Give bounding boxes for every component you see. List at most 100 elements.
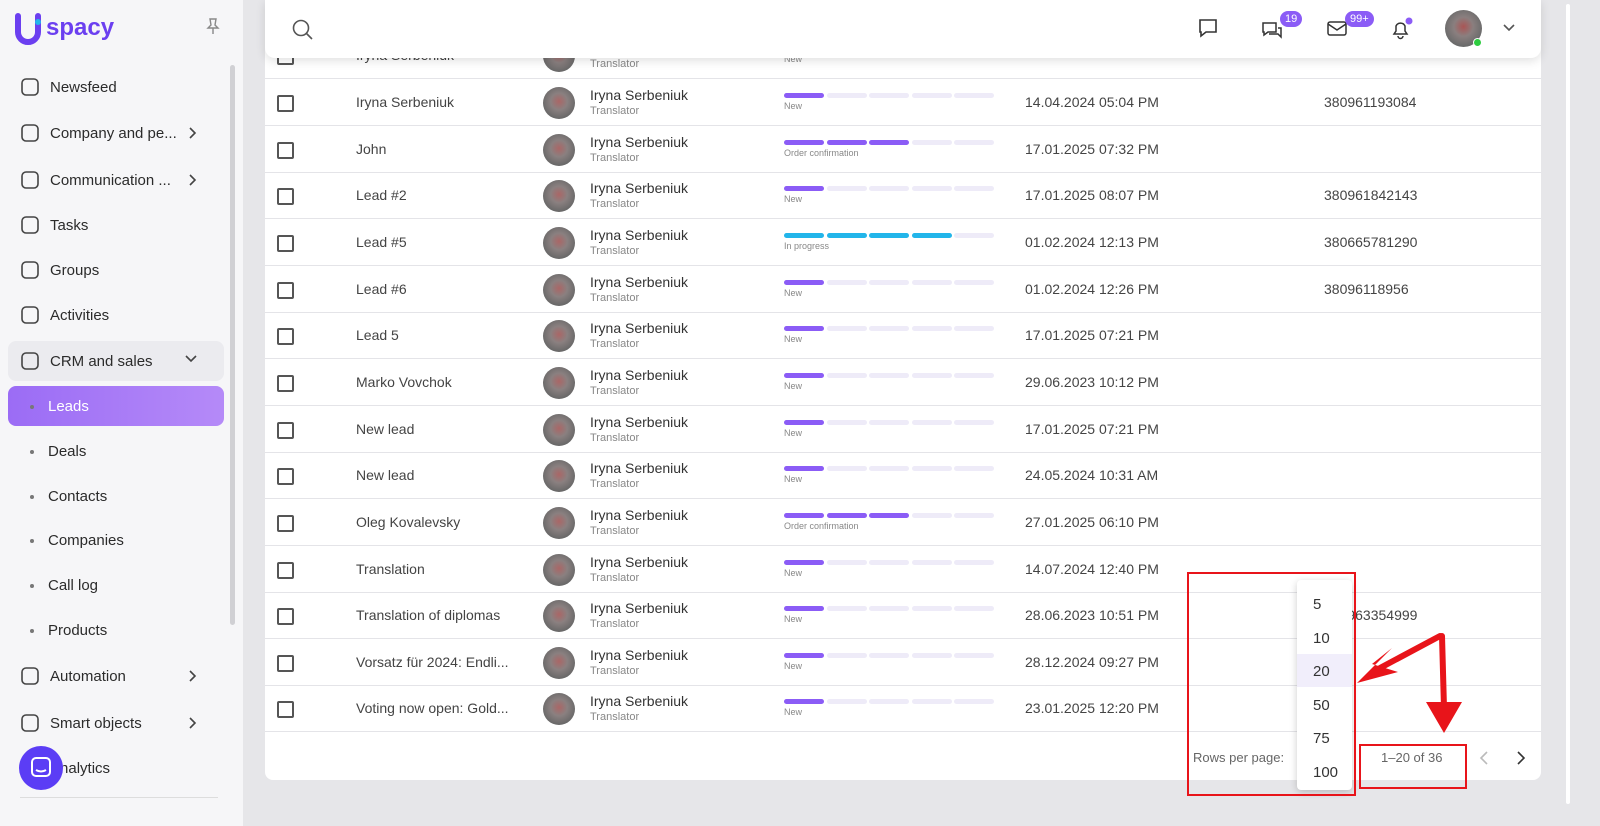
table-row[interactable]: Oleg Kovalevsky Iryna Serbeniuk Translator…	[265, 499, 1541, 546]
stage-segment	[954, 93, 994, 98]
page-scrollbar[interactable]	[1566, 4, 1570, 804]
table-row[interactable]: Lead #5 Iryna Serbeniuk Translator In progr…	[265, 219, 1541, 266]
stage-segment	[954, 652, 994, 658]
next-page[interactable]	[1515, 750, 1527, 766]
stage-segment	[826, 699, 867, 705]
row-checkbox[interactable]	[277, 561, 294, 579]
nav-item[interactable]: Activities	[8, 295, 224, 335]
stage-segment	[869, 139, 909, 145]
table-row[interactable]: Lead 5 Iryna Serbeniuk Translator New 17.01.…	[265, 312, 1541, 360]
table-row[interactable]: John Iryna Serbeniuk Translator Order confi…	[265, 126, 1541, 173]
lead-name: Lead #6	[356, 280, 407, 297]
messages-icon[interactable]	[1261, 19, 1283, 41]
created-date: 17.01.2025 07:32 PM	[1025, 140, 1159, 157]
table-row[interactable]: Vorsatz für 2024: Endli... Iryna Serbeniu…	[265, 639, 1541, 686]
row-checkbox[interactable]	[277, 468, 294, 486]
table-row[interactable]: Translation Iryna Serbeniuk Translator New 1…	[265, 546, 1541, 593]
owner-name: Iryna Serbeniuk	[590, 553, 689, 570]
table-row[interactable]: New lead Iryna Serbeniuk Translator New 17.0…	[265, 406, 1541, 453]
rows-option[interactable]: 5	[1313, 596, 1322, 613]
lead-name: John	[356, 140, 387, 157]
phone: 380665781290	[1324, 233, 1418, 250]
owner-role: Translator	[590, 244, 640, 257]
nav-item[interactable]: Leads	[8, 386, 224, 426]
created-date: 23.01.2025 12:20 PM	[1025, 700, 1159, 717]
nav-item[interactable]: Call log	[8, 565, 224, 605]
row-checkbox[interactable]	[277, 374, 294, 392]
stage-segment	[869, 652, 909, 658]
nav-item[interactable]: Deals	[8, 431, 224, 471]
table-row[interactable]: Lead #2 Iryna Serbeniuk Translator New 17.01…	[265, 172, 1541, 220]
rows-option[interactable]: 10	[1313, 629, 1330, 647]
nav-item[interactable]: Communication ...	[8, 160, 224, 200]
row-checkbox[interactable]	[277, 234, 294, 252]
stage-segment	[869, 279, 909, 285]
owner-role: Translator	[590, 664, 640, 677]
table-row[interactable]: Translation of diplomas Iryna Serbeniuk Tr…	[265, 592, 1541, 640]
owner-avatar	[543, 180, 575, 213]
sidebar-scrollbar[interactable]	[230, 65, 235, 625]
table-row[interactable]: Lead #6 Iryna Serbeniuk Translator New 01.02…	[265, 266, 1541, 313]
stage-segment	[911, 652, 952, 658]
nav-item[interactable]: Groups	[8, 250, 224, 290]
nav-item[interactable]: Companies	[8, 520, 224, 560]
owner-name: Iryna Serbeniuk	[590, 693, 689, 710]
owner-avatar	[543, 133, 575, 166]
rows-option[interactable]: 20	[1297, 654, 1352, 688]
row-checkbox[interactable]	[277, 514, 294, 532]
user-menu-chevron[interactable]	[1502, 23, 1516, 33]
owner-name: Iryna Serbeniuk	[590, 180, 689, 197]
rows-option[interactable]: 75	[1313, 730, 1330, 748]
lead-name: New lead	[356, 467, 415, 484]
prev-page[interactable]	[1478, 750, 1490, 766]
stage-segment	[784, 372, 824, 378]
created-date: 17.01.2025 08:07 PM	[1025, 187, 1159, 204]
stage-segment	[911, 326, 952, 332]
stage-segment	[826, 512, 867, 518]
row-checkbox[interactable]	[277, 188, 294, 206]
nav-item[interactable]: Automation	[8, 656, 224, 696]
bell-icon[interactable]	[1390, 17, 1414, 41]
row-checkbox[interactable]	[277, 328, 294, 346]
row-checkbox[interactable]	[277, 654, 294, 672]
owner-name: Iryna Serbeniuk	[590, 87, 689, 103]
nav-item[interactable]: Newsfeed	[8, 67, 224, 107]
nav-label: Contacts	[48, 487, 108, 505]
chat-button[interactable]	[19, 746, 63, 790]
stage-label: Order confirmation	[784, 147, 859, 158]
owner-role: Translator	[590, 291, 640, 304]
nav-label: Activities	[50, 306, 110, 324]
chat-icon[interactable]	[1197, 17, 1219, 39]
stage-segment	[826, 419, 867, 425]
mail-icon[interactable]	[1326, 20, 1348, 38]
table-row[interactable]: Voting now open: Gold... Iryna Serbeniuk T…	[265, 685, 1541, 733]
nav-item[interactable]: Contacts	[8, 476, 224, 516]
table-row[interactable]: Iryna Serbeniuk Iryna Serbeniuk Translator…	[265, 79, 1541, 126]
search-icon[interactable]	[292, 19, 314, 41]
owner-avatar	[543, 320, 575, 353]
pin-icon[interactable]	[205, 17, 221, 35]
row-checkbox[interactable]	[277, 95, 294, 112]
nav-label: Deals	[48, 442, 87, 460]
row-checkbox[interactable]	[277, 141, 294, 159]
nav-item[interactable]: Company and pe...	[8, 113, 224, 153]
owner-name: Iryna Serbeniuk	[590, 413, 689, 430]
right-margin	[1541, 0, 1600, 826]
table-row[interactable]: Marko Vovchok Iryna Serbeniuk Translator Ne…	[265, 359, 1541, 406]
row-checkbox[interactable]	[277, 608, 294, 626]
row-checkbox[interactable]	[277, 281, 294, 299]
nav-item[interactable]: Tasks	[8, 205, 224, 245]
lead-name: Voting now open: Gold...	[356, 700, 509, 717]
row-checkbox[interactable]	[277, 421, 294, 439]
nav-item[interactable]: Products	[8, 610, 224, 650]
stage-segment	[869, 559, 909, 565]
rows-option[interactable]: 100	[1313, 764, 1339, 781]
stage-segment	[911, 466, 952, 472]
rows-option[interactable]: 50	[1313, 696, 1330, 714]
row-checkbox[interactable]	[277, 701, 294, 719]
nav-item[interactable]: CRM and sales	[8, 341, 224, 381]
stage-segment	[869, 93, 909, 98]
table-row[interactable]: New lead Iryna Serbeniuk Translator New 24.0…	[265, 452, 1541, 500]
nav-item[interactable]: Smart objects	[8, 703, 224, 743]
